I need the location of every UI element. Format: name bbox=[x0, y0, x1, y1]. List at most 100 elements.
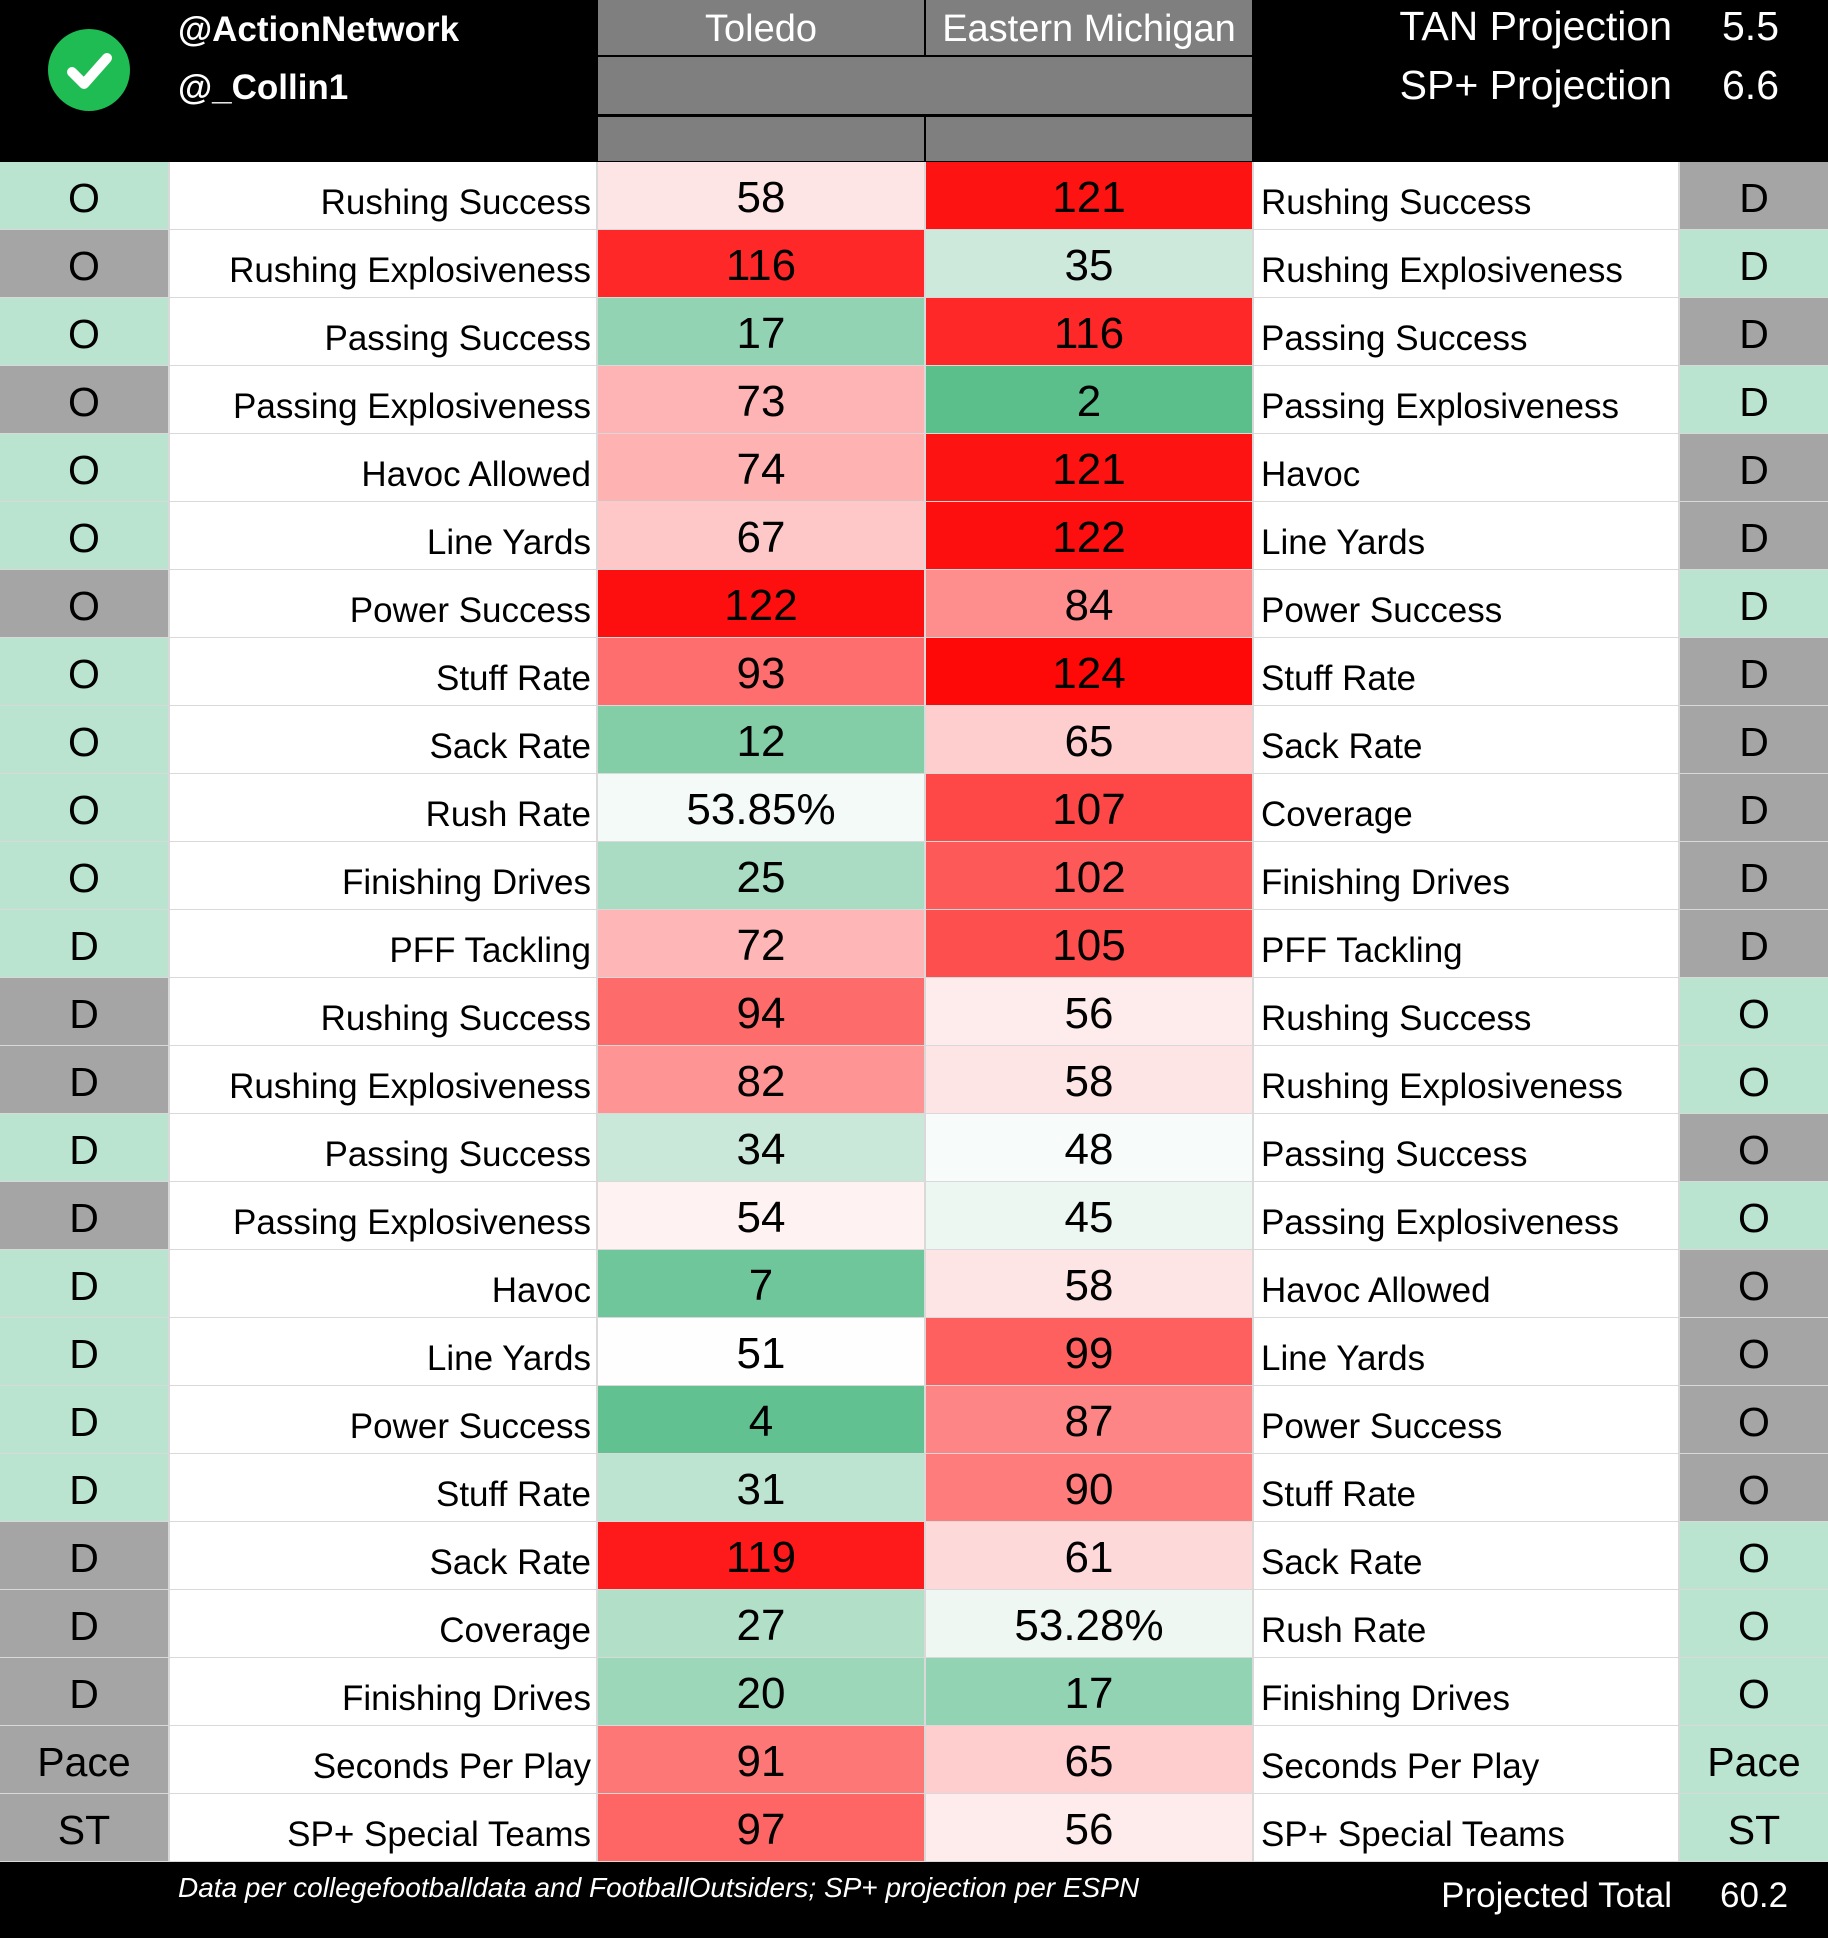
eastern-michigan-rank-cell: 17 bbox=[926, 1658, 1252, 1725]
toledo-rank-cell: 58 bbox=[598, 162, 924, 229]
stat-label-right: Passing Explosiveness bbox=[1254, 366, 1678, 433]
table-row: D Havoc 7 58 Havoc Allowed O bbox=[0, 1250, 1828, 1317]
stat-label-right: Havoc bbox=[1254, 434, 1678, 501]
unit-side-right: O bbox=[1680, 1318, 1828, 1385]
unit-side-right: O bbox=[1680, 1590, 1828, 1657]
unit-side-right: D bbox=[1680, 502, 1828, 569]
stat-label-left: Finishing Drives bbox=[170, 842, 596, 909]
table-row: O Havoc Allowed 74 121 Havoc D bbox=[0, 434, 1828, 501]
unit-side-left: O bbox=[0, 706, 168, 773]
team-header-toledo: Toledo bbox=[598, 0, 924, 55]
toledo-rank-cell: 4 bbox=[598, 1386, 924, 1453]
table-row: D Coverage 27 53.28% Rush Rate O bbox=[0, 1590, 1828, 1657]
eastern-michigan-rank-cell: 122 bbox=[926, 502, 1252, 569]
unit-side-left: D bbox=[0, 1658, 168, 1725]
stat-label-right: PFF Tackling bbox=[1254, 910, 1678, 977]
unit-side-right: O bbox=[1680, 1454, 1828, 1521]
table-row: D Line Yards 51 99 Line Yards O bbox=[0, 1318, 1828, 1385]
eastern-michigan-rank-cell: 121 bbox=[926, 434, 1252, 501]
unit-side-left: O bbox=[0, 230, 168, 297]
unit-side-right: O bbox=[1680, 1658, 1828, 1725]
stat-label-right: Rushing Success bbox=[1254, 978, 1678, 1045]
stat-label-right: SP+ Special Teams bbox=[1254, 1794, 1678, 1861]
table-row: O Rush Rate 53.85% 107 Coverage D bbox=[0, 774, 1828, 841]
stat-label-left: Stuff Rate bbox=[170, 1454, 596, 1521]
checkmark-logo-icon bbox=[48, 29, 130, 111]
stat-label-right: Passing Explosiveness bbox=[1254, 1182, 1678, 1249]
unit-side-right: O bbox=[1680, 1182, 1828, 1249]
header-spacer bbox=[926, 117, 1252, 161]
stat-label-left: Line Yards bbox=[170, 1318, 596, 1385]
stat-label-left: Rush Rate bbox=[170, 774, 596, 841]
sp-projection-label: SP+ Projection bbox=[1399, 62, 1672, 108]
matchup-table: O Rushing Success 58 121 Rushing Success D O Ru… bbox=[0, 162, 1828, 1862]
toledo-rank-cell: 72 bbox=[598, 910, 924, 977]
stat-label-right: Coverage bbox=[1254, 774, 1678, 841]
toledo-rank-cell: 97 bbox=[598, 1794, 924, 1861]
unit-side-left: D bbox=[0, 1182, 168, 1249]
table-row: O Rushing Success 58 121 Rushing Success D bbox=[0, 162, 1828, 229]
table-row: Pace Seconds Per Play 91 65 Seconds Per Play… bbox=[0, 1726, 1828, 1793]
unit-side-left: D bbox=[0, 1046, 168, 1113]
toledo-rank-cell: 73 bbox=[598, 366, 924, 433]
unit-side-right: D bbox=[1680, 366, 1828, 433]
unit-side-right: Pace bbox=[1680, 1726, 1828, 1793]
unit-side-right: D bbox=[1680, 910, 1828, 977]
toledo-rank-cell: 20 bbox=[598, 1658, 924, 1725]
unit-side-right: D bbox=[1680, 774, 1828, 841]
unit-side-right: D bbox=[1680, 638, 1828, 705]
toledo-rank-cell: 119 bbox=[598, 1522, 924, 1589]
table-row: ST SP+ Special Teams 97 56 SP+ Special Teams… bbox=[0, 1794, 1828, 1861]
toledo-rank-cell: 31 bbox=[598, 1454, 924, 1521]
stat-label-right: Stuff Rate bbox=[1254, 1454, 1678, 1521]
stat-label-left: Seconds Per Play bbox=[170, 1726, 596, 1793]
unit-side-left: O bbox=[0, 298, 168, 365]
stat-label-left: Coverage bbox=[170, 1590, 596, 1657]
stat-label-right: Seconds Per Play bbox=[1254, 1726, 1678, 1793]
stat-label-left: Rushing Explosiveness bbox=[170, 230, 596, 297]
toledo-rank-cell: 54 bbox=[598, 1182, 924, 1249]
table-row: D Sack Rate 119 61 Sack Rate O bbox=[0, 1522, 1828, 1589]
stat-label-right: Line Yards bbox=[1254, 1318, 1678, 1385]
unit-side-left: D bbox=[0, 1318, 168, 1385]
unit-side-right: D bbox=[1680, 706, 1828, 773]
eastern-michigan-rank-cell: 87 bbox=[926, 1386, 1252, 1453]
table-row: O Sack Rate 12 65 Sack Rate D bbox=[0, 706, 1828, 773]
header-spacer bbox=[598, 117, 924, 161]
toledo-rank-cell: 7 bbox=[598, 1250, 924, 1317]
toledo-rank-cell: 27 bbox=[598, 1590, 924, 1657]
stat-label-right: Passing Success bbox=[1254, 298, 1678, 365]
eastern-michigan-rank-cell: 53.28% bbox=[926, 1590, 1252, 1657]
toledo-rank-cell: 51 bbox=[598, 1318, 924, 1385]
unit-side-right: D bbox=[1680, 570, 1828, 637]
toledo-rank-cell: 93 bbox=[598, 638, 924, 705]
eastern-michigan-rank-cell: 48 bbox=[926, 1114, 1252, 1181]
unit-side-left: O bbox=[0, 162, 168, 229]
stat-label-left: Sack Rate bbox=[170, 706, 596, 773]
tan-projection-value: 5.5 bbox=[1722, 3, 1779, 49]
unit-side-right: D bbox=[1680, 434, 1828, 501]
stat-label-left: Rushing Success bbox=[170, 162, 596, 229]
toledo-rank-cell: 34 bbox=[598, 1114, 924, 1181]
projected-total-label: Projected Total bbox=[1441, 1876, 1672, 1915]
unit-side-left: O bbox=[0, 842, 168, 909]
eastern-michigan-rank-cell: 90 bbox=[926, 1454, 1252, 1521]
stat-label-left: Sack Rate bbox=[170, 1522, 596, 1589]
unit-side-right: D bbox=[1680, 162, 1828, 229]
unit-side-left: O bbox=[0, 638, 168, 705]
unit-side-right: O bbox=[1680, 1114, 1828, 1181]
stat-label-left: Havoc bbox=[170, 1250, 596, 1317]
stat-label-right: Finishing Drives bbox=[1254, 1658, 1678, 1725]
eastern-michigan-rank-cell: 58 bbox=[926, 1250, 1252, 1317]
stat-label-right: Rush Rate bbox=[1254, 1590, 1678, 1657]
eastern-michigan-rank-cell: 102 bbox=[926, 842, 1252, 909]
unit-side-left: O bbox=[0, 434, 168, 501]
eastern-michigan-rank-cell: 105 bbox=[926, 910, 1252, 977]
eastern-michigan-rank-cell: 121 bbox=[926, 162, 1252, 229]
stat-label-left: Passing Success bbox=[170, 298, 596, 365]
stat-label-right: Line Yards bbox=[1254, 502, 1678, 569]
toledo-rank-cell: 67 bbox=[598, 502, 924, 569]
unit-side-left: D bbox=[0, 1454, 168, 1521]
unit-side-right: D bbox=[1680, 230, 1828, 297]
toledo-rank-cell: 82 bbox=[598, 1046, 924, 1113]
